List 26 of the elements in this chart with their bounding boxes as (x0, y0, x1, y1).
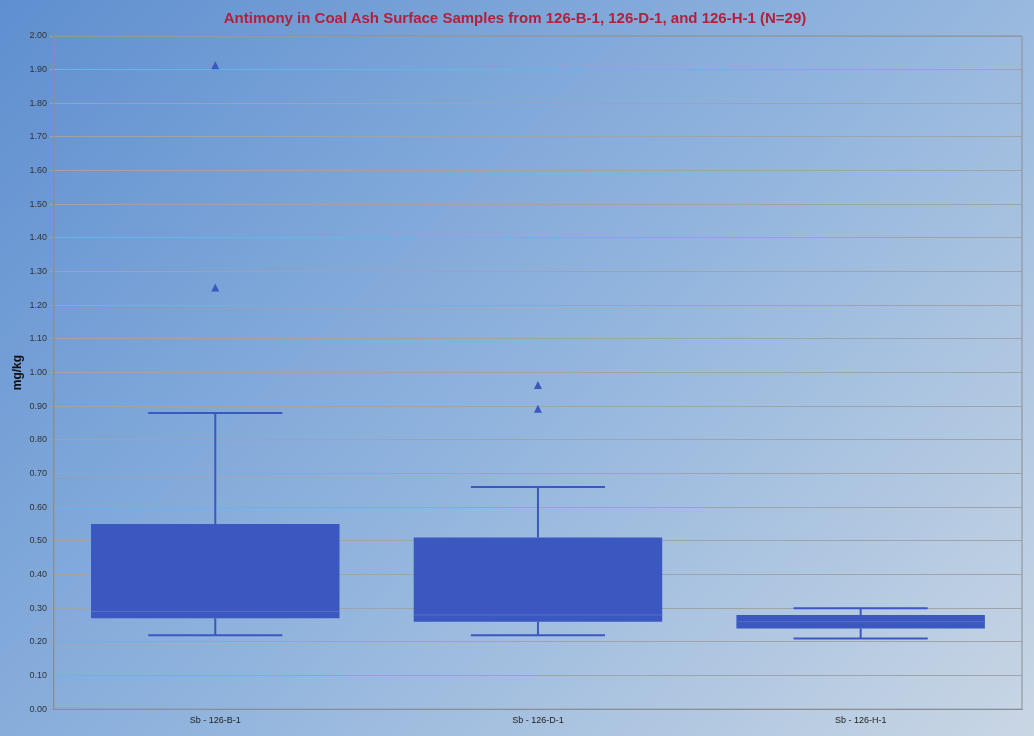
y-tick-label: 1.50 (29, 198, 47, 209)
y-tick-label: 0.20 (29, 636, 47, 647)
y-tick-label: 0.80 (29, 434, 47, 445)
x-tick-label: Sb - 126-H-1 (834, 715, 887, 726)
y-tick-label: 1.40 (29, 232, 47, 243)
y-tick-label: 1.30 (29, 266, 47, 277)
chart-title: Antimony in Coal Ash Surface Samples from 126-B-1, 126-D-1, and 126-H-1 (N=29) (223, 9, 807, 27)
x-tick-label: Sb - 126-D-1 (512, 715, 564, 726)
y-tick-label: 1.90 (29, 64, 47, 75)
y-tick-label: 1.80 (29, 97, 47, 108)
y-tick-label: 0.30 (29, 602, 47, 613)
y-tick-label: 1.00 (29, 367, 47, 378)
y-tick-label: 0.70 (29, 468, 47, 479)
y-tick-label: 1.20 (29, 299, 47, 310)
y-tick-label: 0.90 (29, 400, 47, 411)
y-tick-label: 1.70 (29, 131, 47, 142)
x-tick-label: Sb - 126-B-1 (189, 715, 241, 726)
y-tick-label: 0.10 (29, 670, 47, 681)
y-tick-label: 0.60 (29, 501, 47, 512)
y-tick-label: 1.10 (29, 333, 47, 344)
y-tick-label: 1.60 (29, 165, 47, 176)
y-axis-title: mg/kg (9, 354, 24, 391)
y-tick-label: 0.50 (29, 535, 47, 546)
y-tick-label: 0.00 (29, 703, 47, 714)
y-tick-label: 0.40 (29, 569, 47, 580)
y-tick-label: 2.00 (29, 30, 47, 41)
